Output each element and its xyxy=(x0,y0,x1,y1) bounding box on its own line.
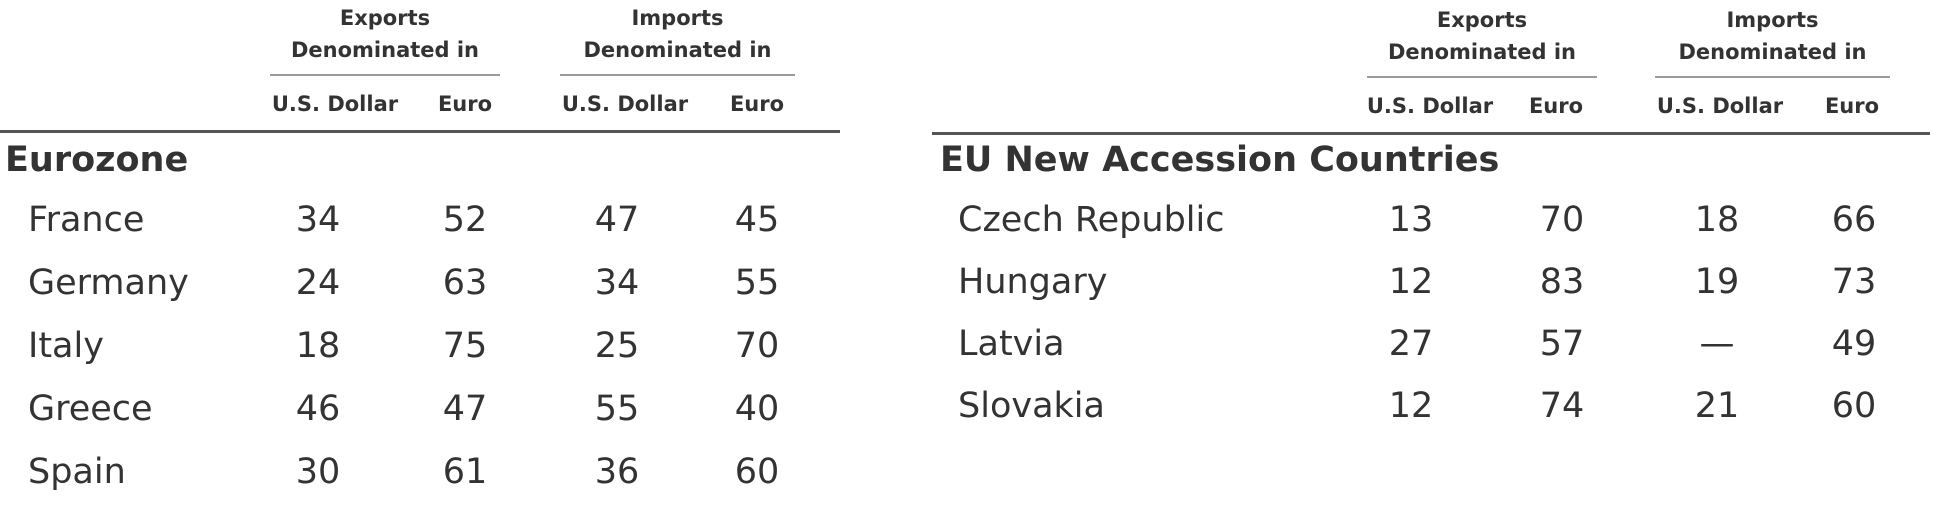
country-name: France xyxy=(28,200,145,240)
table-row: France 34 52 47 45 xyxy=(0,200,850,260)
table-row: Spain 30 61 36 60 xyxy=(0,452,850,512)
imports-euro-value: 60 xyxy=(734,452,780,492)
imports-usd-header: U.S. Dollar xyxy=(1656,94,1784,118)
exports-usd-value: 34 xyxy=(295,200,341,240)
imports-subtitle: Denominated in xyxy=(1678,40,1867,64)
imports-usd-value: 55 xyxy=(594,389,640,429)
exports-usd-header: U.S. Dollar xyxy=(271,92,399,116)
exports-rule xyxy=(270,74,500,76)
imports-title: Imports xyxy=(631,6,724,30)
imports-usd-value: — xyxy=(1699,324,1735,364)
imports-usd-value: 47 xyxy=(594,200,640,240)
exports-euro-header: Euro xyxy=(437,92,493,116)
country-name: Hungary xyxy=(958,262,1108,302)
exports-subtitle: Denominated in xyxy=(1387,40,1577,64)
imports-group-header: Imports Denominated in xyxy=(560,2,795,76)
imports-euro-value: 60 xyxy=(1831,386,1877,426)
imports-euro-value: 45 xyxy=(734,200,780,240)
exports-euro-value: 57 xyxy=(1539,324,1585,364)
imports-usd-value: 19 xyxy=(1694,262,1740,302)
exports-usd-value: 24 xyxy=(295,263,341,303)
section-title: Eurozone xyxy=(5,140,189,180)
country-name: Spain xyxy=(28,452,126,492)
country-name: Germany xyxy=(28,263,189,303)
exports-euro-value: 74 xyxy=(1539,386,1585,426)
table-row: Czech Republic 13 70 18 66 xyxy=(930,200,1930,260)
exports-usd-value: 27 xyxy=(1388,324,1434,364)
table-row: Greece 46 47 55 40 xyxy=(0,389,850,449)
imports-usd-value: 18 xyxy=(1694,200,1740,240)
imports-usd-value: 21 xyxy=(1694,386,1740,426)
exports-usd-value: 12 xyxy=(1388,386,1434,426)
imports-euro-value: 66 xyxy=(1831,200,1877,240)
imports-euro-value: 40 xyxy=(734,389,780,429)
exports-title: Exports xyxy=(1436,8,1528,32)
exports-euro-value: 63 xyxy=(442,263,488,303)
imports-euro-value: 49 xyxy=(1831,324,1877,364)
exports-euro-value: 83 xyxy=(1539,262,1585,302)
imports-rule xyxy=(1655,76,1890,78)
country-name: Italy xyxy=(28,326,104,366)
country-name: Slovakia xyxy=(958,386,1105,426)
exports-euro-value: 47 xyxy=(442,389,488,429)
exports-title: Exports xyxy=(339,6,431,30)
imports-usd-value: 36 xyxy=(594,452,640,492)
imports-euro-value: 70 xyxy=(734,326,780,366)
imports-euro-header: Euro xyxy=(729,92,785,116)
exports-subtitle: Denominated in xyxy=(290,38,480,62)
exports-group-header: Exports Denominated in xyxy=(270,2,500,76)
table-row: Hungary 12 83 19 73 xyxy=(930,262,1930,322)
exports-euro-value: 52 xyxy=(442,200,488,240)
imports-group-header: Imports Denominated in xyxy=(1655,4,1890,78)
imports-euro-value: 55 xyxy=(734,263,780,303)
exports-euro-value: 61 xyxy=(442,452,488,492)
imports-usd-value: 25 xyxy=(594,326,640,366)
exports-usd-value: 12 xyxy=(1388,262,1434,302)
imports-usd-header: U.S. Dollar xyxy=(561,92,689,116)
table-row: Latvia 27 57 — 49 xyxy=(930,324,1930,384)
imports-rule xyxy=(560,74,795,76)
country-name: Greece xyxy=(28,389,153,429)
country-name: Czech Republic xyxy=(958,200,1225,240)
accession-table: Exports Denominated in Imports Denominat… xyxy=(930,0,1930,505)
exports-usd-value: 30 xyxy=(295,452,341,492)
imports-title: Imports xyxy=(1726,8,1819,32)
exports-rule xyxy=(1367,76,1597,78)
imports-euro-value: 73 xyxy=(1831,262,1877,302)
section-title: EU New Accession Countries xyxy=(940,140,1500,180)
country-name: Latvia xyxy=(958,324,1065,364)
exports-usd-value: 46 xyxy=(295,389,341,429)
header-rule xyxy=(0,130,840,133)
table-row: Slovakia 12 74 21 60 xyxy=(930,386,1930,446)
exports-usd-header: U.S. Dollar xyxy=(1366,94,1494,118)
exports-euro-value: 70 xyxy=(1539,200,1585,240)
exports-usd-value: 13 xyxy=(1388,200,1434,240)
imports-usd-value: 34 xyxy=(594,263,640,303)
exports-usd-value: 18 xyxy=(295,326,341,366)
exports-group-header: Exports Denominated in xyxy=(1367,4,1597,78)
imports-euro-header: Euro xyxy=(1824,94,1880,118)
eurozone-table: Exports Denominated in Imports Denominat… xyxy=(0,0,850,505)
table-row: Germany 24 63 34 55 xyxy=(0,263,850,323)
header-rule xyxy=(932,132,1930,135)
imports-subtitle: Denominated in xyxy=(583,38,772,62)
exports-euro-value: 75 xyxy=(442,326,488,366)
table-row: Italy 18 75 25 70 xyxy=(0,326,850,386)
exports-euro-header: Euro xyxy=(1528,94,1584,118)
